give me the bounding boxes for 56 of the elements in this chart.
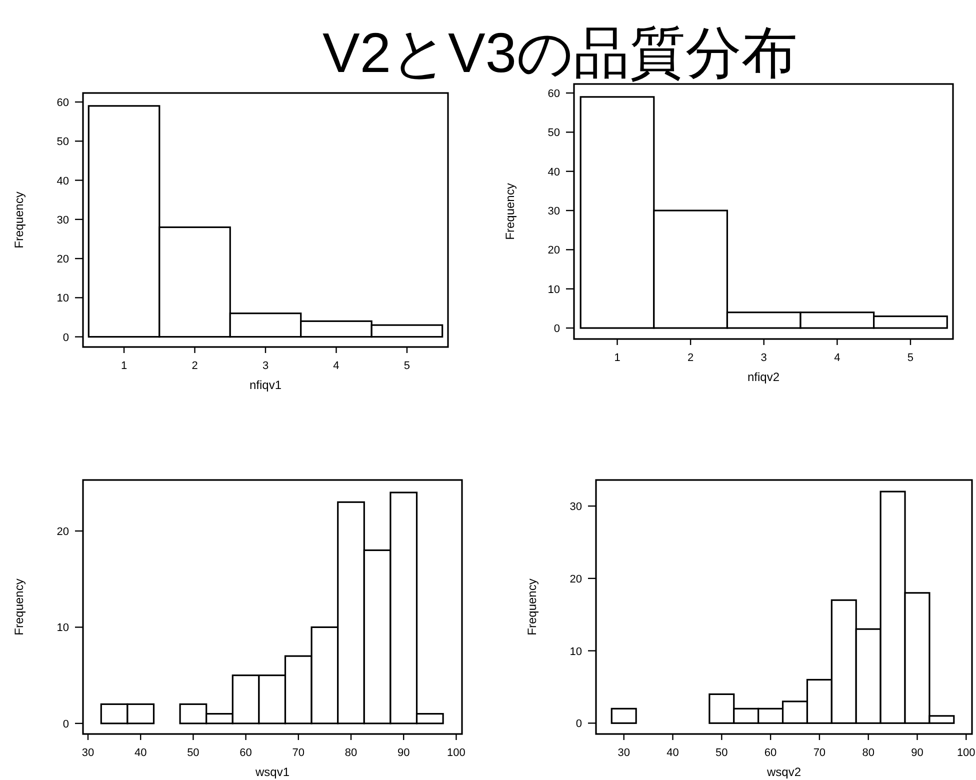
x-tick-label: 50 — [716, 747, 728, 759]
x-tick-label: 4 — [333, 360, 340, 372]
x-tick-label: 100 — [447, 747, 466, 759]
y-axis-title: Frequency — [525, 578, 539, 636]
x-tick-label: 90 — [397, 747, 410, 759]
y-tick-label: 30 — [56, 214, 69, 226]
y-tick-label: 0 — [576, 718, 582, 730]
y-axis-title: Frequency — [503, 183, 517, 240]
x-tick-label: 3 — [760, 352, 767, 364]
x-tick-label: 70 — [813, 747, 826, 759]
y-tick-label: 40 — [548, 166, 560, 178]
y-tick-label: 0 — [62, 332, 69, 344]
y-tick-label: 60 — [56, 97, 69, 109]
y-tick-label: 20 — [56, 526, 69, 538]
x-tick-label: 50 — [187, 747, 200, 759]
x-tick-label: 2 — [192, 360, 198, 372]
x-tick-label: 40 — [666, 747, 679, 759]
x-tick-label: 4 — [834, 352, 840, 364]
y-tick-label: 30 — [548, 206, 560, 218]
y-tick-label: 50 — [548, 127, 560, 140]
y-tick-label: 0 — [554, 323, 560, 336]
y-tick-label: 10 — [56, 292, 69, 305]
y-tick-label: 50 — [56, 136, 69, 148]
y-tick-label: 20 — [548, 244, 560, 257]
x-tick-label: 30 — [618, 747, 630, 759]
x-tick-label: 80 — [862, 747, 874, 759]
y-tick-label: 30 — [570, 501, 582, 514]
x-axis-title: nfiqv1 — [249, 378, 282, 392]
x-tick-label: 3 — [262, 360, 269, 372]
x-axis-title: nfiqv2 — [747, 370, 780, 384]
y-axis-title: Frequency — [12, 192, 26, 248]
x-tick-label: 2 — [687, 352, 694, 364]
y-tick-label: 20 — [56, 254, 69, 266]
x-tick-label: 60 — [764, 747, 777, 759]
x-tick-label: 90 — [911, 747, 924, 759]
x-tick-label: 30 — [82, 747, 94, 759]
x-tick-label: 60 — [240, 747, 252, 759]
y-tick-label: 40 — [56, 175, 69, 188]
y-tick-label: 10 — [56, 622, 69, 634]
y-tick-label: 60 — [548, 88, 560, 100]
x-tick-label: 1 — [120, 360, 128, 372]
y-tick-label: 20 — [570, 573, 582, 586]
x-tick-label: 5 — [404, 360, 410, 372]
x-tick-label: 100 — [956, 747, 976, 759]
y-tick-label: 10 — [570, 646, 582, 658]
y-tick-label: 10 — [548, 284, 560, 296]
x-tick-label: 1 — [614, 352, 620, 364]
y-axis-title: Frequency — [12, 578, 26, 636]
x-tick-label: 5 — [907, 352, 914, 364]
x-axis-title: wsqv1 — [254, 765, 290, 779]
chart-title: V2とV3の品質分布 — [322, 21, 798, 84]
x-tick-label: 70 — [292, 747, 305, 759]
x-axis-title: wsqv2 — [766, 765, 802, 779]
y-tick-label: 0 — [62, 718, 69, 730]
x-tick-label: 80 — [344, 747, 358, 759]
x-tick-label: 40 — [134, 747, 147, 759]
